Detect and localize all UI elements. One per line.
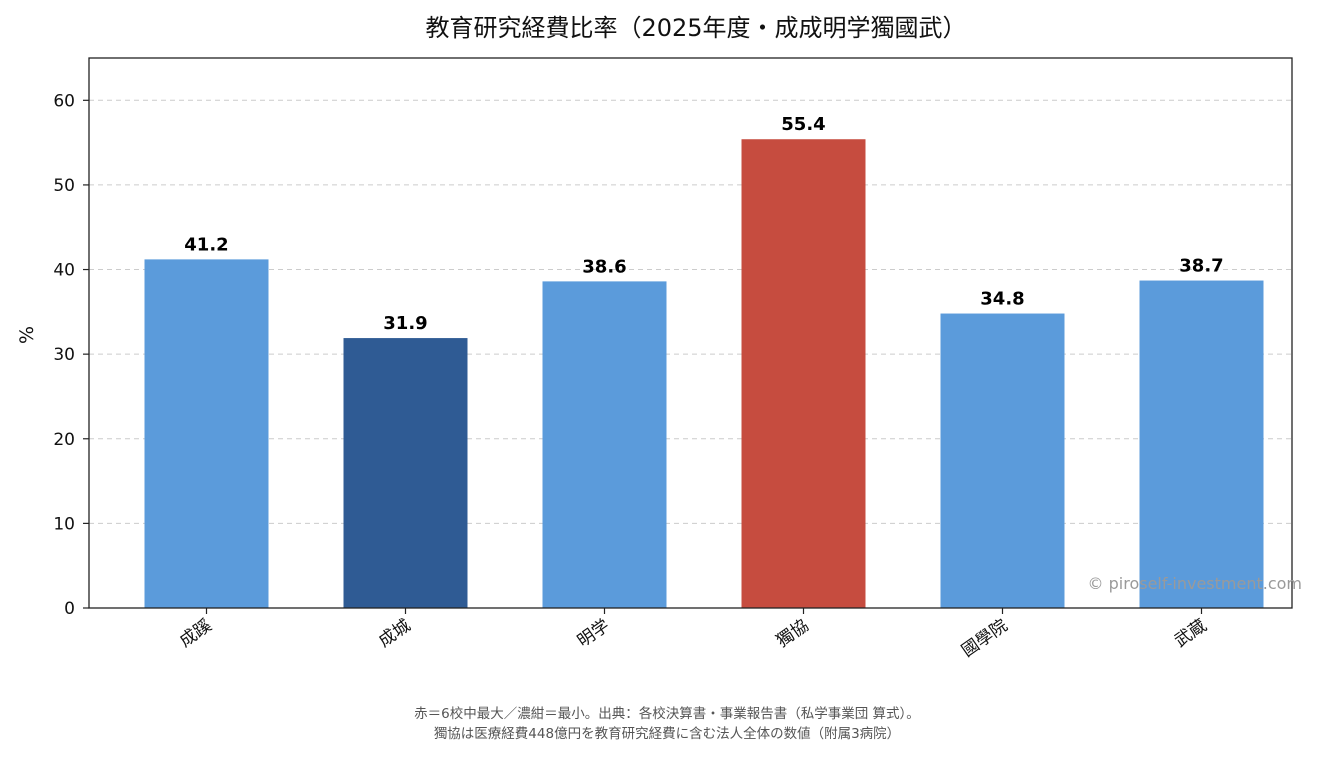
bar-2 xyxy=(343,338,468,608)
bar-value-label: 55.4 xyxy=(781,114,825,135)
y-tick-label: 60 xyxy=(53,91,75,111)
footnote-line-1: 赤＝6校中最大／濃紺＝最小。出典：各校決算書・事業報告書（私学事業団 算式）。 xyxy=(414,705,920,722)
y-tick-label: 20 xyxy=(53,430,75,450)
bar-layer xyxy=(144,139,1264,608)
grid-layer xyxy=(89,99,1292,524)
y-axis-label: % xyxy=(16,326,38,344)
y-tick-label: 10 xyxy=(53,514,75,534)
x-tick-label: 成蹊 xyxy=(176,616,215,652)
chart-title: 教育研究経費比率（2025年度・成成明学獨國武） xyxy=(425,14,966,42)
bar-4 xyxy=(741,139,866,608)
bar-1 xyxy=(144,259,269,608)
y-tick-label: 30 xyxy=(53,345,75,365)
bar-value-label: 31.9 xyxy=(383,313,427,334)
y-tick-label: 50 xyxy=(53,176,75,196)
label-layer: 41.2 31.9 38.6 55.4 34.8 38.7 xyxy=(184,114,1223,334)
bar-3 xyxy=(542,281,667,608)
bar-value-label: 38.7 xyxy=(1179,256,1223,277)
footnote-line-2: 獨協は医療経費448億円を教育研究経費に含む法人全体の数値（附属3病院） xyxy=(434,725,900,742)
bar-value-label: 38.6 xyxy=(582,256,626,277)
plot-frame xyxy=(88,57,1293,609)
bar-value-label: 34.8 xyxy=(980,289,1024,310)
x-tick-label: 獨協 xyxy=(773,616,812,652)
x-tick-label: 國學院 xyxy=(958,616,1011,662)
watermark: © piroself-investment.com xyxy=(1088,574,1302,593)
bar-value-label: 41.2 xyxy=(184,234,228,255)
x-tick-label: 武蔵 xyxy=(1171,616,1210,652)
y-tick-label: 40 xyxy=(53,261,75,281)
bar-6 xyxy=(1139,280,1264,608)
y-tick-label: 0 xyxy=(64,599,75,619)
x-tick-label: 明学 xyxy=(574,616,613,652)
x-tick-label: 成城 xyxy=(375,616,414,652)
bar-5 xyxy=(940,313,1065,608)
